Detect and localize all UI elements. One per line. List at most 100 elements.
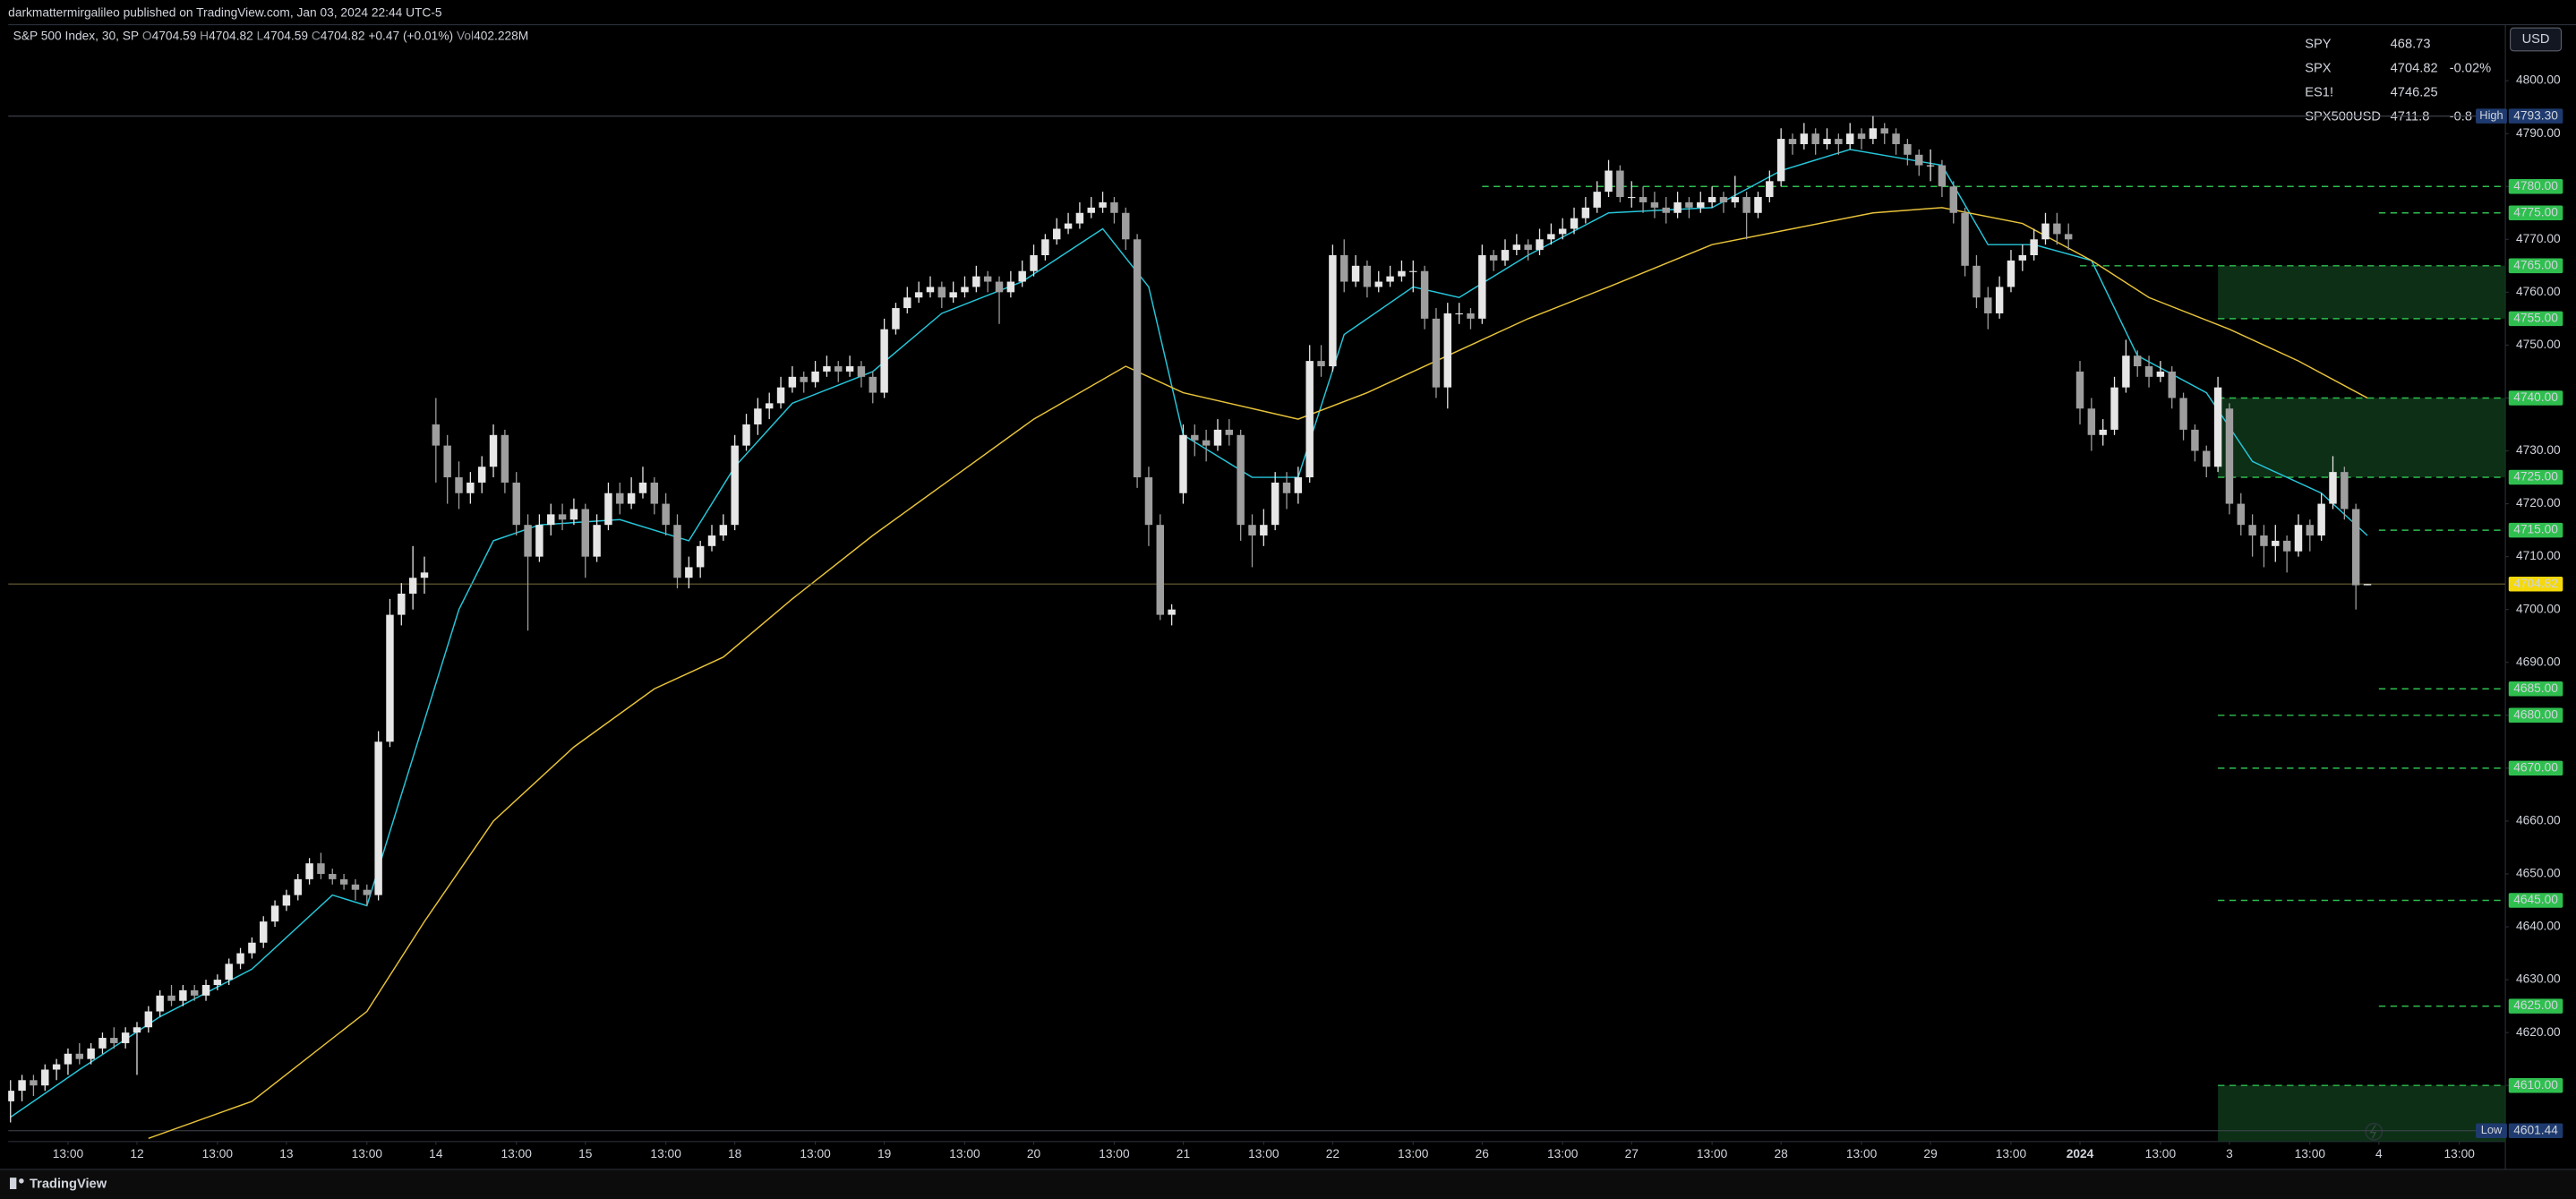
level-label-box bbox=[2508, 205, 2563, 221]
candle-body bbox=[961, 287, 969, 293]
candle-body bbox=[662, 503, 670, 526]
candle-body bbox=[2341, 472, 2349, 510]
x-tick-label: 13 bbox=[279, 1147, 294, 1160]
watch-price[interactable]: 4711.8 bbox=[2391, 109, 2430, 124]
plot-area bbox=[8, 116, 2506, 1142]
candle-body bbox=[1409, 270, 1417, 272]
legend-key: H bbox=[200, 29, 209, 42]
level-label-box bbox=[2508, 178, 2563, 194]
candle-body bbox=[1294, 477, 1303, 493]
candle-body bbox=[719, 525, 728, 536]
candle-body bbox=[834, 366, 843, 372]
candle-body bbox=[1892, 133, 1900, 144]
level-label: 4670.00 bbox=[2513, 760, 2558, 774]
watch-price[interactable]: 4704.82 bbox=[2391, 61, 2438, 75]
level-label-box bbox=[2508, 469, 2563, 485]
x-tick-label: 13:00 bbox=[949, 1147, 980, 1160]
legend-key: L bbox=[257, 29, 264, 42]
candle-body bbox=[374, 741, 382, 895]
candle-body bbox=[1041, 239, 1049, 256]
candle-body bbox=[1052, 228, 1061, 240]
candle-body bbox=[179, 989, 187, 1001]
candle-body bbox=[2329, 472, 2337, 504]
candle-body bbox=[765, 403, 774, 409]
candle-body bbox=[98, 1038, 107, 1049]
watch-symbol[interactable]: ES1! bbox=[2305, 85, 2333, 99]
candle-body bbox=[1087, 207, 1095, 213]
legend-value: 4704.59 bbox=[263, 29, 308, 42]
currency-label[interactable]: USD bbox=[2522, 32, 2550, 47]
candle-body bbox=[742, 424, 750, 446]
x-tick-label: 15 bbox=[578, 1147, 593, 1160]
candle-body bbox=[1191, 434, 1199, 441]
legend-key: C bbox=[312, 29, 321, 42]
currency-button[interactable] bbox=[2510, 27, 2563, 52]
y-tick-label: 4700.00 bbox=[2516, 602, 2561, 615]
candle-body bbox=[420, 572, 429, 578]
watch-price[interactable]: 4746.25 bbox=[2391, 85, 2438, 99]
watch-price[interactable]: 468.73 bbox=[2391, 37, 2431, 51]
watch-symbol[interactable]: SPY bbox=[2305, 37, 2332, 51]
watch-symbol[interactable]: SPX bbox=[2305, 61, 2332, 75]
legend-key: O bbox=[142, 29, 152, 42]
watch-change[interactable]: -0.8 bbox=[2450, 109, 2472, 124]
candle-body bbox=[75, 1053, 84, 1059]
legend: S&P 500 Index, 30, SP O4704.59 H4704.82 … bbox=[13, 29, 529, 42]
x-tick-label: 18 bbox=[728, 1147, 742, 1160]
candle-body bbox=[1915, 154, 1923, 166]
candle-body bbox=[52, 1064, 61, 1070]
level-label: 4740.00 bbox=[2513, 390, 2558, 404]
candle-body bbox=[1845, 133, 1854, 144]
x-tick-label: 13:00 bbox=[1398, 1147, 1429, 1160]
legend-value: 4704.82 bbox=[321, 29, 365, 42]
candle-body bbox=[673, 525, 681, 578]
candle-body bbox=[2064, 234, 2073, 240]
legend-symbol: S&P 500 Index, 30, SP bbox=[13, 29, 139, 42]
candle-body bbox=[398, 593, 406, 615]
candle-body bbox=[1478, 255, 1486, 319]
candle-body bbox=[351, 884, 360, 890]
candle-body bbox=[1168, 609, 1176, 615]
level-label: 4780.00 bbox=[2513, 179, 2558, 193]
candle-body bbox=[1501, 250, 1510, 261]
candle-body bbox=[248, 942, 256, 954]
x-tick-label: 21 bbox=[1177, 1147, 1190, 1160]
candle-body bbox=[1880, 128, 1888, 134]
candle-body bbox=[1271, 482, 1279, 526]
x-tick-label: 4 bbox=[2375, 1147, 2383, 1160]
candle-body bbox=[512, 482, 520, 526]
watch-symbol[interactable]: SPX500USD bbox=[2305, 109, 2381, 124]
candle-body bbox=[2294, 525, 2303, 552]
candle-body bbox=[201, 984, 210, 996]
candle-body bbox=[501, 434, 509, 483]
candle-body bbox=[1386, 276, 1394, 282]
watch-change[interactable]: -0.02% bbox=[2450, 61, 2491, 75]
level-label: 4775.00 bbox=[2513, 205, 2558, 218]
candle-body bbox=[685, 567, 693, 578]
candle-body bbox=[2237, 503, 2245, 526]
level-label-box bbox=[2508, 258, 2563, 274]
candle-body bbox=[1156, 525, 1164, 615]
level-label: 4645.00 bbox=[2513, 893, 2558, 906]
candle-body bbox=[1225, 429, 1234, 435]
candle-body bbox=[1581, 207, 1590, 218]
high-tag: High bbox=[2479, 108, 2503, 122]
watchlist: SPY 468.73 SPX 4704.82 -0.02% ES1! 4746.25 SPX5… bbox=[2305, 37, 2491, 124]
candle-body bbox=[616, 492, 624, 504]
level-label-box bbox=[2508, 893, 2563, 908]
candle-body bbox=[696, 545, 705, 568]
candle-body bbox=[87, 1048, 95, 1059]
x-tick-label: 13:00 bbox=[202, 1147, 234, 1160]
candle-body bbox=[1329, 255, 1337, 367]
candle-body bbox=[1904, 143, 1912, 155]
candle-body bbox=[225, 963, 233, 981]
candle-body bbox=[305, 863, 313, 879]
candle-body bbox=[1398, 270, 1406, 277]
candle-body bbox=[1443, 313, 1452, 388]
level-label: 4625.00 bbox=[2513, 998, 2558, 1012]
candle-body bbox=[1823, 139, 1831, 144]
x-tick-label: 12 bbox=[130, 1147, 143, 1160]
candle-body bbox=[260, 921, 268, 943]
candle-body bbox=[2179, 398, 2187, 430]
